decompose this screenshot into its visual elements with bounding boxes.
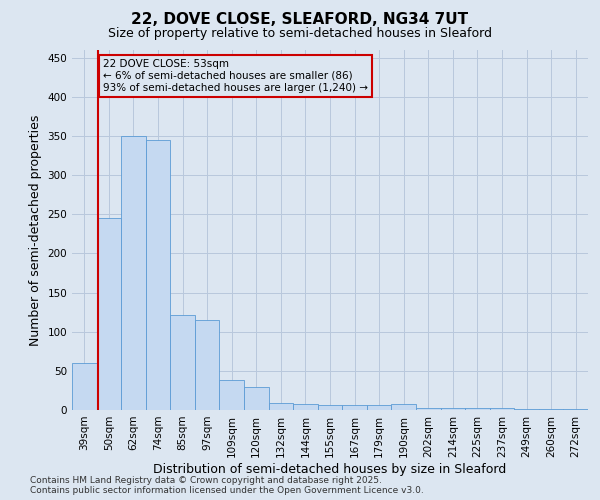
Bar	[490, 408, 514, 410]
Bar	[121, 136, 146, 410]
Bar	[539, 409, 563, 410]
X-axis label: Distribution of semi-detached houses by size in Sleaford: Distribution of semi-detached houses by …	[154, 462, 506, 475]
Bar	[391, 404, 416, 410]
Text: Size of property relative to semi-detached houses in Sleaford: Size of property relative to semi-detach…	[108, 28, 492, 40]
Text: 22, DOVE CLOSE, SLEAFORD, NG34 7UT: 22, DOVE CLOSE, SLEAFORD, NG34 7UT	[131, 12, 469, 28]
Bar	[170, 314, 195, 410]
Bar	[97, 218, 121, 410]
Bar	[563, 409, 588, 410]
Y-axis label: Number of semi-detached properties: Number of semi-detached properties	[29, 114, 42, 346]
Bar	[220, 380, 244, 410]
Bar	[293, 404, 318, 410]
Bar	[416, 408, 440, 410]
Text: Contains HM Land Registry data © Crown copyright and database right 2025.
Contai: Contains HM Land Registry data © Crown c…	[30, 476, 424, 495]
Bar	[195, 320, 220, 410]
Bar	[440, 408, 465, 410]
Bar	[465, 408, 490, 410]
Bar	[367, 404, 391, 410]
Bar	[269, 403, 293, 410]
Bar	[318, 404, 342, 410]
Bar	[146, 140, 170, 410]
Text: 22 DOVE CLOSE: 53sqm
← 6% of semi-detached houses are smaller (86)
93% of semi-d: 22 DOVE CLOSE: 53sqm ← 6% of semi-detach…	[103, 60, 368, 92]
Bar	[342, 404, 367, 410]
Bar	[72, 363, 97, 410]
Bar	[514, 409, 539, 410]
Bar	[244, 386, 269, 410]
